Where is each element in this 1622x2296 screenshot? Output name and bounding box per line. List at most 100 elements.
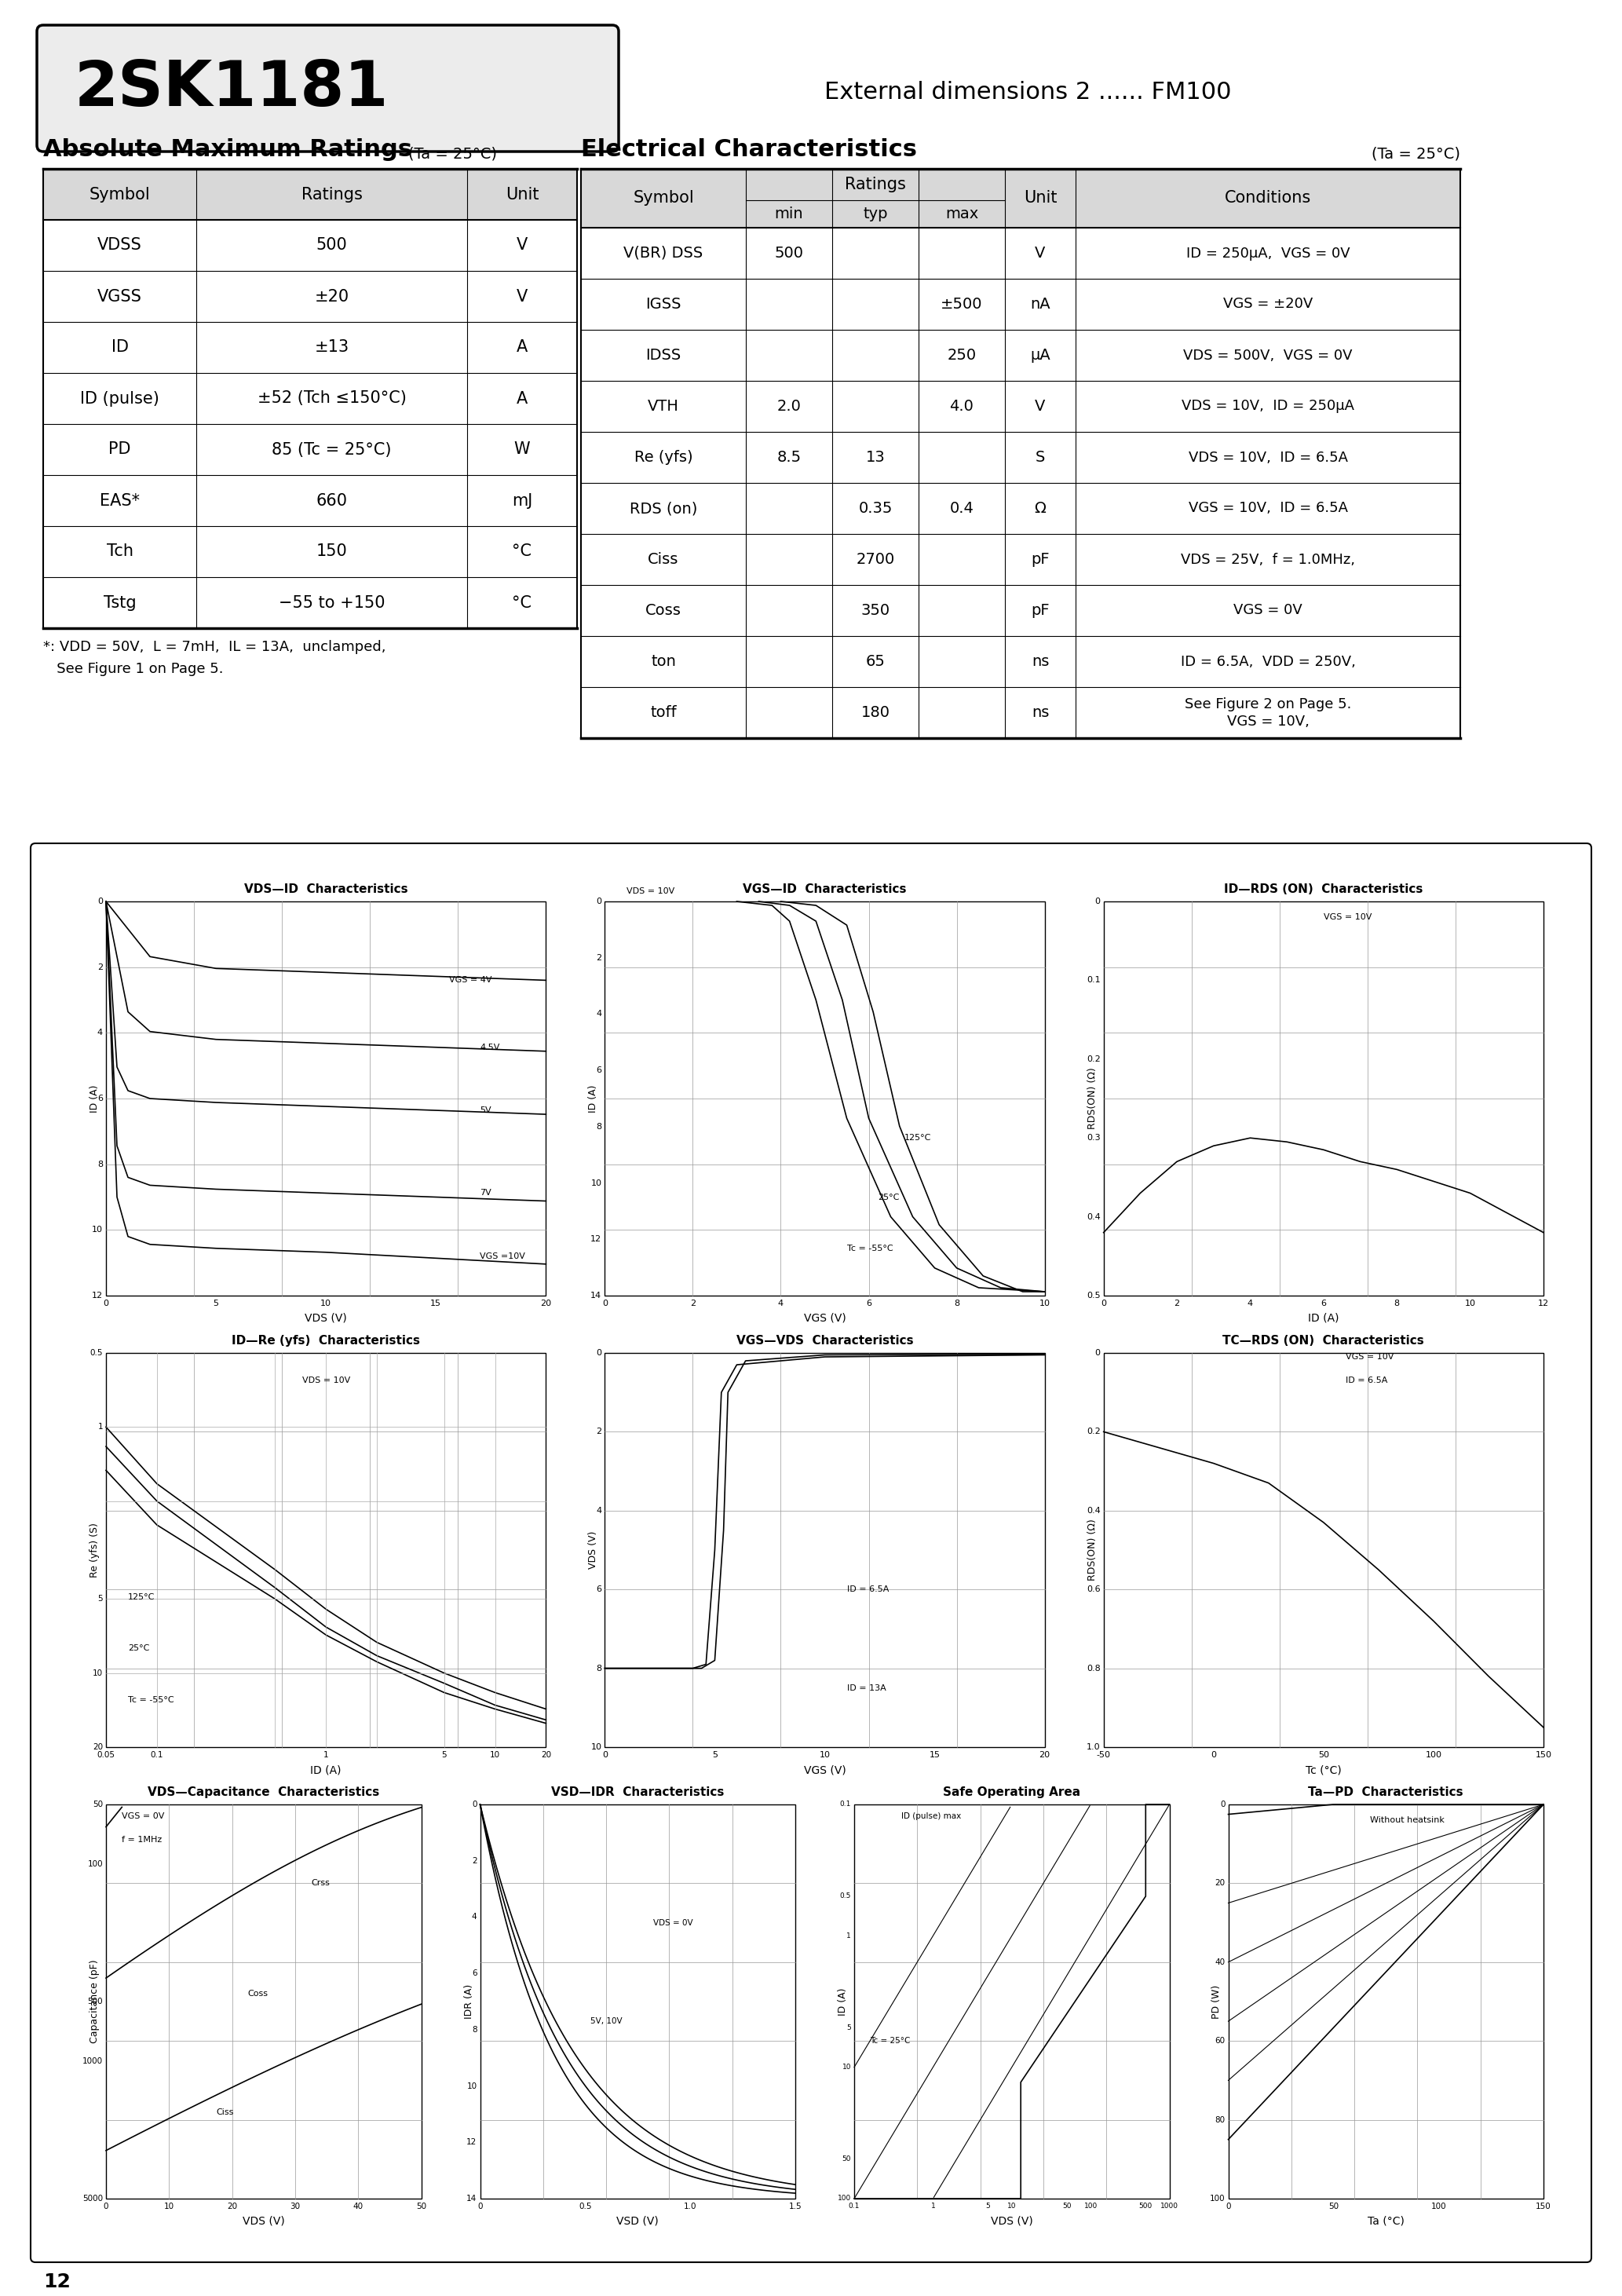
Text: 0: 0 <box>1095 1350 1100 1357</box>
Text: 12: 12 <box>44 2273 71 2291</box>
Text: 2: 2 <box>472 1857 477 1864</box>
Text: VGS = 0V: VGS = 0V <box>122 1812 164 1821</box>
Text: VGS (V): VGS (V) <box>803 1763 845 1775</box>
Text: 12: 12 <box>467 2138 477 2147</box>
Text: 0.5: 0.5 <box>579 2202 592 2211</box>
Text: 2: 2 <box>1174 1300 1179 1306</box>
Text: 5V, 10V: 5V, 10V <box>590 2018 623 2025</box>
Text: 125°C: 125°C <box>128 1593 156 1600</box>
Text: 10: 10 <box>164 2202 174 2211</box>
Text: 20: 20 <box>1215 1880 1225 1887</box>
Text: 6: 6 <box>597 1065 602 1075</box>
Text: 4: 4 <box>1247 1300 1254 1306</box>
Text: VDS—Capacitance  Characteristics: VDS—Capacitance Characteristics <box>148 1786 380 1798</box>
Text: 350: 350 <box>861 604 890 618</box>
Text: 80: 80 <box>1215 2117 1225 2124</box>
Text: 5: 5 <box>441 1752 446 1759</box>
Text: 1: 1 <box>323 1752 329 1759</box>
Text: S: S <box>1035 450 1045 464</box>
Text: V: V <box>1035 246 1046 262</box>
Text: 10: 10 <box>321 1300 331 1306</box>
Text: 0: 0 <box>1210 1752 1216 1759</box>
Text: 25°C: 25°C <box>128 1644 149 1653</box>
Text: 5000: 5000 <box>83 2195 102 2202</box>
Text: Tch: Tch <box>107 544 133 560</box>
Text: 6: 6 <box>1320 1300 1327 1306</box>
Text: 0.2: 0.2 <box>1087 1428 1100 1435</box>
Text: 20: 20 <box>1040 1752 1049 1759</box>
Text: VDS (V): VDS (V) <box>243 2216 285 2227</box>
Text: 8: 8 <box>954 1300 960 1306</box>
Text: VDS = 500V,  VGS = 0V: VDS = 500V, VGS = 0V <box>1184 349 1353 363</box>
Text: °C: °C <box>513 544 532 560</box>
Bar <box>1103 902 1544 1295</box>
Text: IDR (A): IDR (A) <box>464 1984 474 2018</box>
Text: Ω: Ω <box>1035 501 1046 517</box>
Text: 0.4: 0.4 <box>1087 1212 1100 1221</box>
Text: 500: 500 <box>88 1998 102 2004</box>
FancyBboxPatch shape <box>37 25 618 152</box>
Text: ID—Re (yfs)  Characteristics: ID—Re (yfs) Characteristics <box>232 1334 420 1348</box>
Bar <box>1228 1805 1544 2200</box>
Text: 8: 8 <box>97 1159 102 1169</box>
Text: 10: 10 <box>1007 2202 1017 2209</box>
Text: 1000: 1000 <box>1160 2202 1179 2209</box>
Text: 1: 1 <box>97 1424 102 1430</box>
Text: Conditions: Conditions <box>1225 191 1311 207</box>
Text: 4: 4 <box>779 1300 783 1306</box>
Text: 5: 5 <box>212 1300 219 1306</box>
Text: 50: 50 <box>417 2202 427 2211</box>
Text: Symbol: Symbol <box>89 186 151 202</box>
Text: 0: 0 <box>104 1300 109 1306</box>
Text: 13: 13 <box>866 450 886 464</box>
Text: 4: 4 <box>97 1029 102 1038</box>
Text: 500: 500 <box>316 236 347 253</box>
Text: 10: 10 <box>842 2064 852 2071</box>
Text: 0.6: 0.6 <box>1087 1587 1100 1593</box>
Text: 8: 8 <box>595 1665 602 1671</box>
Text: *: VDD = 50V,  L = 7mH,  IL = 13A,  unclamped,: *: VDD = 50V, L = 7mH, IL = 13A, unclamp… <box>44 641 386 654</box>
Text: VDS—ID  Characteristics: VDS—ID Characteristics <box>243 884 407 895</box>
Text: 6: 6 <box>597 1587 602 1593</box>
Text: VGS = 10V: VGS = 10V <box>1346 1352 1393 1362</box>
Text: 0.4: 0.4 <box>949 501 973 517</box>
Text: 1000: 1000 <box>83 2057 102 2064</box>
Text: ID (A): ID (A) <box>89 1084 99 1114</box>
Text: Tc = 25°C: Tc = 25°C <box>869 2037 910 2046</box>
Text: 6: 6 <box>866 1300 871 1306</box>
Text: VDS = 0V: VDS = 0V <box>654 1919 693 1926</box>
Bar <box>1103 1352 1544 1747</box>
Bar <box>44 170 577 220</box>
Text: 1.0: 1.0 <box>1087 1743 1100 1752</box>
Text: ±500: ±500 <box>941 296 983 312</box>
Text: 0: 0 <box>1101 1300 1106 1306</box>
Text: −55 to +150: −55 to +150 <box>279 595 384 611</box>
Text: 25°C: 25°C <box>878 1194 899 1201</box>
Text: 10: 10 <box>92 1226 102 1233</box>
Text: toff: toff <box>650 705 676 721</box>
Text: A: A <box>516 390 527 406</box>
Text: 0.5: 0.5 <box>89 1350 102 1357</box>
Text: 20: 20 <box>227 2202 237 2211</box>
Text: 8: 8 <box>595 1123 602 1130</box>
Text: Tc = -55°C: Tc = -55°C <box>128 1697 174 1704</box>
Text: VGS =10V: VGS =10V <box>480 1251 526 1261</box>
Text: Unit: Unit <box>1023 191 1058 207</box>
Text: 5: 5 <box>986 2202 991 2209</box>
Text: W: W <box>514 441 530 457</box>
Text: 1: 1 <box>847 1933 852 1940</box>
Text: 60: 60 <box>1215 2037 1225 2046</box>
Text: VGS = 10V: VGS = 10V <box>1324 914 1372 921</box>
Bar <box>605 1352 1045 1747</box>
Text: 14: 14 <box>467 2195 477 2202</box>
Text: ±13: ±13 <box>315 340 349 356</box>
Text: 85 (Tc = 25°C): 85 (Tc = 25°C) <box>272 441 391 457</box>
Text: 50: 50 <box>92 1800 102 1809</box>
Text: 0.3: 0.3 <box>1087 1134 1100 1141</box>
Text: 0.2: 0.2 <box>1087 1056 1100 1063</box>
Text: Coss: Coss <box>646 604 681 618</box>
Text: VDS (V): VDS (V) <box>991 2216 1033 2227</box>
Text: 100: 100 <box>1426 1752 1442 1759</box>
Text: VGS = 4V: VGS = 4V <box>449 976 491 985</box>
Text: 4.5V: 4.5V <box>480 1042 500 1052</box>
